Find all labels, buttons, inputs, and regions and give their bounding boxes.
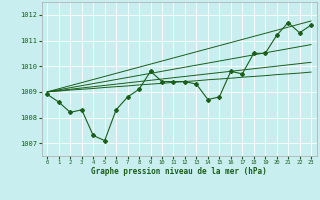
X-axis label: Graphe pression niveau de la mer (hPa): Graphe pression niveau de la mer (hPa) xyxy=(91,167,267,176)
